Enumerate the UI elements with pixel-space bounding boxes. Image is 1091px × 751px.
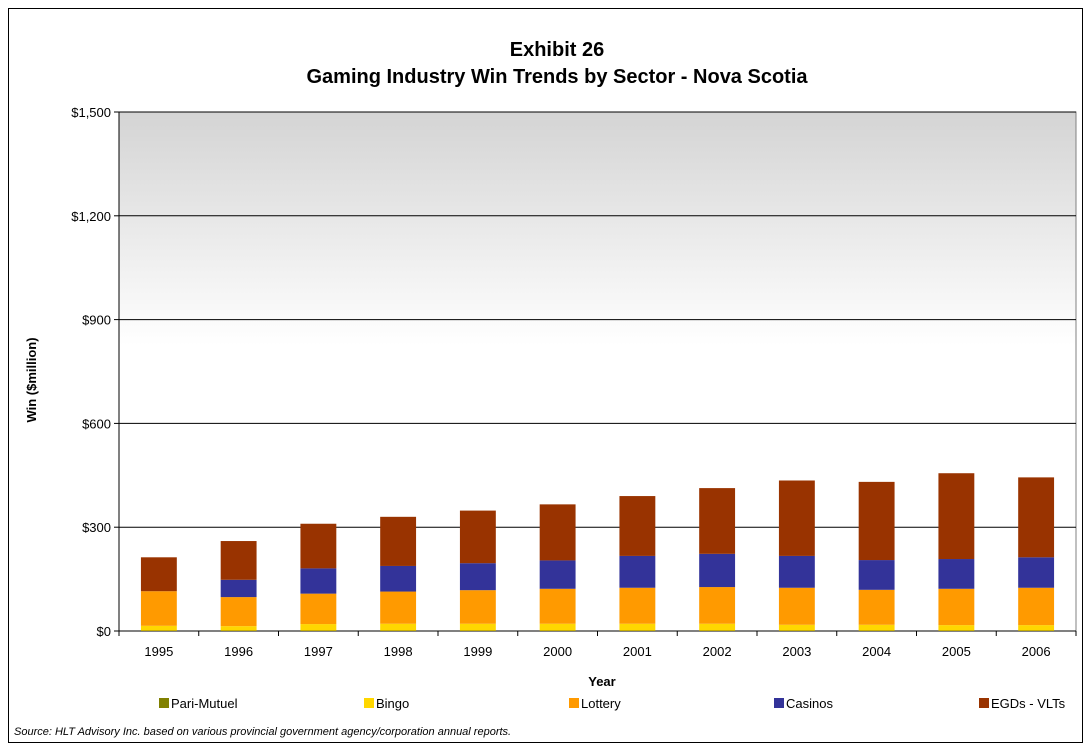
bar-segment-egds-vlts-2001 (619, 496, 656, 556)
bar-segment-egds-vlts-2003 (778, 480, 815, 556)
y-tick-label: $900 (82, 313, 111, 328)
x-tick-label: 1996 (224, 644, 253, 659)
bar-segment-lottery-2006 (1018, 587, 1055, 626)
bar-segment-bingo-2005 (938, 625, 975, 631)
bar-segment-lottery-1998 (380, 591, 417, 624)
x-tick-label: 2003 (782, 644, 811, 659)
x-tick-label: 2002 (703, 644, 732, 659)
bar-segment-egds-vlts-2000 (539, 504, 576, 561)
legend-swatch (569, 698, 579, 708)
y-tick-label: $300 (82, 520, 111, 535)
x-axis-label: Year (588, 674, 615, 689)
chart-frame: Exhibit 26 Gaming Industry Win Trends by… (8, 8, 1083, 743)
bar-segment-lottery-2000 (539, 588, 576, 624)
bar-segment-lottery-2002 (699, 587, 736, 624)
bar-segment-bingo-1998 (380, 623, 417, 631)
x-tick-label: 1997 (304, 644, 333, 659)
x-tick-label: 2006 (1022, 644, 1051, 659)
bar-segment-lottery-1999 (459, 590, 496, 624)
bar-segment-casinos-2003 (778, 555, 815, 588)
x-tick-label: 2001 (623, 644, 652, 659)
bar-segment-lottery-2001 (619, 587, 656, 624)
chart-title: Exhibit 26 (510, 39, 604, 61)
y-axis-label: Win ($million) (24, 337, 39, 422)
bar-segment-casinos-1998 (380, 565, 417, 592)
bar-segment-casinos-2000 (539, 560, 576, 589)
bar-segment-egds-vlts-1996 (220, 541, 257, 580)
bar-segment-bingo-2002 (699, 623, 736, 631)
chart-subtitle: Gaming Industry Win Trends by Sector - N… (306, 66, 808, 88)
bar-segment-bingo-1997 (300, 624, 337, 631)
bar-segment-egds-vlts-2006 (1018, 477, 1055, 558)
bar-segment-egds-vlts-1999 (459, 510, 496, 564)
legend-label: Pari-Mutuel (171, 696, 238, 711)
legend-swatch (159, 698, 169, 708)
legend-swatch (364, 698, 374, 708)
y-tick-label: $1,200 (71, 209, 111, 224)
bar-segment-lottery-1996 (220, 597, 257, 627)
x-tick-label: 1998 (384, 644, 413, 659)
bar-segment-lottery-2004 (858, 589, 895, 625)
bar-segment-casinos-2004 (858, 560, 895, 590)
x-tick-label: 2000 (543, 644, 572, 659)
bar-segment-lottery-1997 (300, 593, 337, 625)
bar-segment-bingo-2000 (539, 623, 576, 631)
legend-label: EGDs - VLTs (991, 696, 1066, 711)
bar-segment-lottery-1995 (140, 591, 177, 626)
bar-segment-bingo-1999 (459, 623, 496, 631)
bar-segment-bingo-2004 (858, 624, 895, 631)
bar-segment-casinos-1997 (300, 568, 337, 594)
bar-segment-casinos-2005 (938, 559, 975, 589)
bar-segment-bingo-2006 (1018, 625, 1055, 631)
bar-segment-bingo-1996 (220, 626, 257, 631)
legend-label: Bingo (376, 696, 409, 711)
x-tick-label: 1999 (463, 644, 492, 659)
bar-segment-casinos-2002 (699, 553, 736, 588)
source-note: Source: HLT Advisory Inc. based on vario… (14, 726, 511, 738)
legend-swatch (774, 698, 784, 708)
y-tick-label: $600 (82, 416, 111, 431)
stacked-bar-chart: Exhibit 26 Gaming Industry Win Trends by… (14, 39, 1077, 738)
legend-label: Casinos (786, 696, 833, 711)
plot-area (118, 111, 1077, 632)
bar-segment-bingo-2001 (619, 623, 656, 631)
bar-segment-egds-vlts-1997 (300, 523, 337, 569)
bar-segment-egds-vlts-2002 (699, 488, 736, 554)
legend-swatch (979, 698, 989, 708)
bar-segment-egds-vlts-1995 (140, 557, 177, 592)
bar-segment-egds-vlts-2005 (938, 473, 975, 560)
y-tick-label: $0 (97, 624, 111, 639)
x-tick-label: 1995 (144, 644, 173, 659)
x-tick-label: 2004 (862, 644, 891, 659)
bar-segment-casinos-1996 (220, 579, 257, 598)
bar-segment-bingo-1995 (140, 625, 177, 631)
bar-segment-bingo-2003 (778, 624, 815, 631)
bar-segment-lottery-2003 (778, 587, 815, 625)
bar-segment-casinos-2006 (1018, 557, 1055, 588)
x-tick-label: 2005 (942, 644, 971, 659)
bar-segment-egds-vlts-1998 (380, 516, 417, 566)
bar-segment-lottery-2005 (938, 588, 975, 626)
bar-segment-egds-vlts-2004 (858, 481, 895, 561)
y-tick-label: $1,500 (71, 105, 111, 120)
bar-segment-casinos-1999 (459, 563, 496, 591)
bar-segment-casinos-2001 (619, 555, 656, 588)
legend-label: Lottery (581, 696, 621, 711)
